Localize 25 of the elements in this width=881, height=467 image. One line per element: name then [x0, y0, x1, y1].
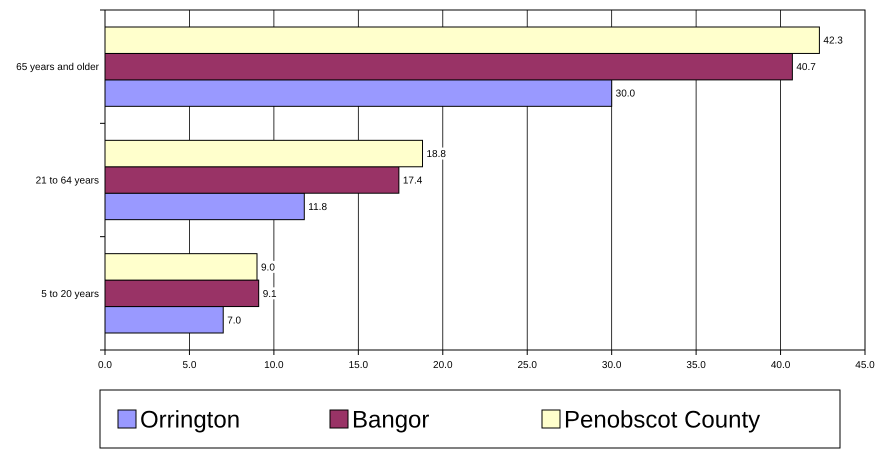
data-label: 17.4	[402, 176, 423, 186]
x-tick-label: 40.0	[770, 360, 791, 371]
legend-label: Orrington	[140, 406, 240, 434]
legend-label: Bangor	[352, 406, 430, 434]
x-tick-label: 30.0	[602, 360, 622, 371]
data-label: 42.3	[823, 36, 844, 47]
y-tick-label: 5 to 20 years	[41, 288, 99, 300]
y-tick-label: 65 years and older	[16, 62, 100, 74]
x-tick-label: 35.0	[686, 360, 706, 371]
x-tick-label: 10.0	[264, 360, 284, 371]
x-tick-label: 15.0	[348, 360, 368, 371]
data-label: 40.7	[796, 62, 816, 74]
x-tick-label: 5.0	[182, 360, 197, 371]
data-label: 18.8	[426, 149, 446, 160]
x-tick-label: 20.0	[433, 360, 453, 371]
x-tick-label: 0.0	[98, 360, 112, 371]
data-label: 9.1	[262, 288, 278, 300]
data-label: 7.0	[227, 315, 242, 326]
y-tick-label: 21 to 64 years	[36, 176, 99, 186]
data-label: 9.0	[261, 262, 276, 274]
data-label: 11.8	[308, 202, 328, 213]
data-label: 30.0	[616, 88, 636, 100]
x-tick-label: 45.0	[855, 360, 876, 371]
x-tick-label: 25.0	[517, 360, 538, 371]
legend-label: Penobscot County	[564, 406, 760, 434]
